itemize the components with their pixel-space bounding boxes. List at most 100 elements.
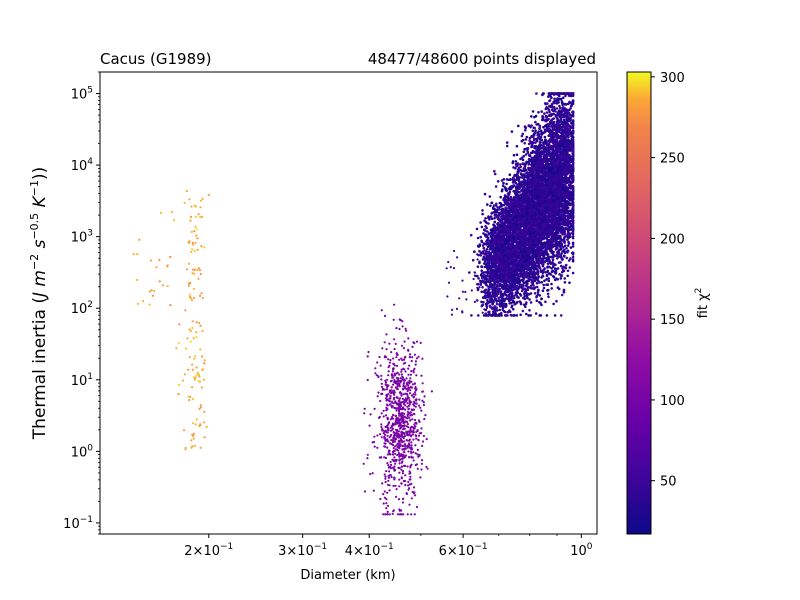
data-point [414,421,417,424]
data-point [505,178,509,181]
data-point [380,382,383,385]
data-point [414,405,417,408]
data-point [402,382,406,385]
data-point [487,285,490,289]
data-point [534,312,538,315]
data-point [411,409,414,412]
data-point [411,433,414,436]
data-point [420,431,423,435]
data-point [416,428,419,432]
data-point [394,414,397,417]
data-point [192,437,195,440]
data-point [413,423,416,426]
data-point [404,392,407,395]
data-point [408,472,411,475]
data-point [415,388,418,391]
data-point [387,464,390,467]
data-point [415,430,418,433]
data-point [200,386,203,389]
data-point [203,362,206,365]
data-point [380,374,383,377]
data-point [388,391,391,394]
data-point [385,502,388,505]
data-point [191,386,194,389]
data-point [512,307,515,311]
data-point [395,409,398,412]
data-point [398,391,401,394]
data-point [382,415,385,418]
data-point [403,479,407,483]
data-point [402,435,405,439]
data-point [386,431,390,434]
data-point [369,472,372,476]
data-point [392,435,395,439]
data-point [395,488,398,491]
data-point [403,358,406,361]
data-point [417,438,420,441]
data-point [410,425,413,428]
data-point [407,349,410,352]
data-point [408,483,411,486]
data-point [398,358,401,361]
data-point [195,234,198,237]
data-point [409,475,412,478]
data-point [191,326,194,330]
data-point [390,400,394,403]
data-point [387,475,390,478]
data-point [488,300,491,304]
data-point [198,269,202,272]
data-point [390,439,393,442]
data-point [386,491,389,494]
data-point [399,407,402,410]
data-point [408,355,412,359]
data-point [544,300,547,304]
data-point [559,264,563,268]
data-point [362,462,365,465]
data-point [192,296,196,299]
data-point [398,327,401,331]
data-point [400,424,403,427]
data-point [400,418,403,421]
data-point [494,185,498,188]
data-point [198,407,201,410]
data-point [406,414,409,418]
data-point [374,367,377,370]
data-point [387,370,390,373]
data-point [366,457,369,460]
data-point [388,436,391,439]
data-point [376,395,379,398]
data-point [169,304,172,307]
data-point [189,329,192,333]
data-point [190,251,193,254]
data-point [408,403,411,406]
data-point [419,341,422,344]
data-point [394,428,397,431]
data-point [546,283,550,287]
data-point [406,394,409,397]
data-point [380,385,384,388]
data-point [420,409,423,412]
data-point [414,393,417,396]
data-point [188,198,191,201]
data-point [526,280,529,283]
data-point [172,219,176,222]
data-point [379,497,382,501]
data-point [414,385,417,389]
data-point [406,402,409,405]
data-point [411,448,414,451]
data-point [539,138,542,142]
data-point [392,402,395,405]
data-point [407,426,410,429]
data-point [416,448,419,451]
data-point [514,160,518,163]
data-point [393,465,396,468]
data-point [388,389,391,392]
data-point [185,347,188,350]
data-point [407,384,410,387]
data-point [195,331,198,334]
data-point [402,383,405,387]
data-point [189,282,192,285]
data-point [178,323,181,326]
data-point [403,440,406,443]
data-point [378,355,381,359]
